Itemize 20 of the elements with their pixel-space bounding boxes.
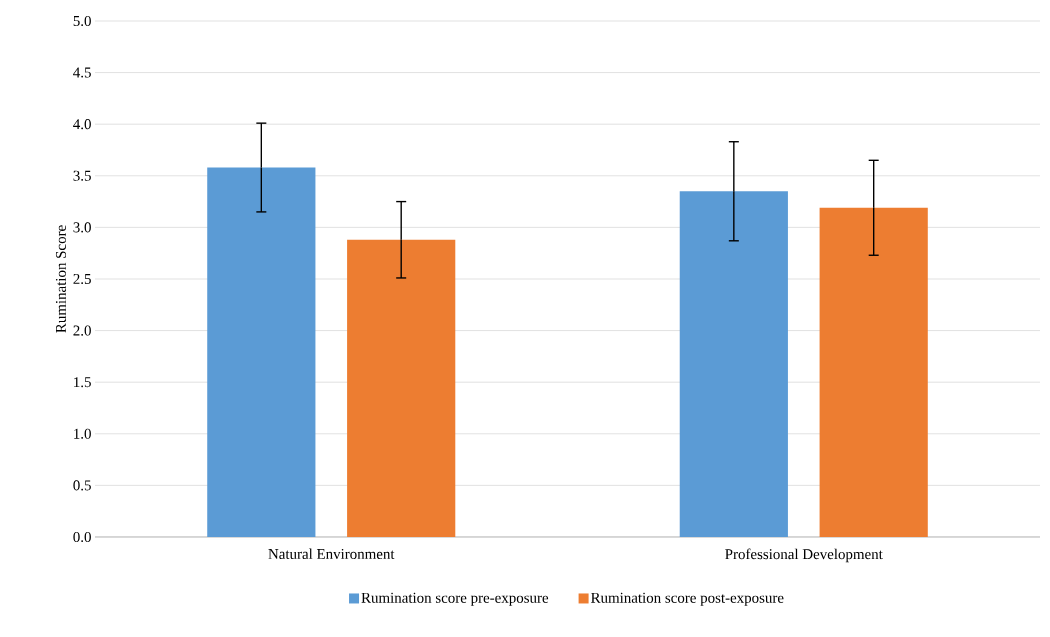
y-tick-label: 3.5 xyxy=(73,170,91,181)
x-tick-label: Natural Environment xyxy=(268,548,395,560)
y-tick-label: 2.0 xyxy=(73,325,91,336)
y-tick-label: 3.0 xyxy=(73,222,91,233)
y-tick-label: 4.0 xyxy=(73,119,91,130)
y-tick-label: 4.5 xyxy=(73,67,91,78)
bar xyxy=(679,191,788,537)
y-tick-label: 1.0 xyxy=(74,428,91,439)
x-tick-label: Professional Development xyxy=(725,548,883,563)
bar xyxy=(347,239,456,537)
bar xyxy=(819,207,928,537)
y-tick-label: 0.5 xyxy=(73,480,91,491)
legend-label: Rumination score pre-exposure xyxy=(361,592,549,606)
legend-label: Rumination score post-exposure xyxy=(591,592,784,606)
y-tick-label: 1.5 xyxy=(74,377,91,388)
y-axis-title: Rumination Score xyxy=(55,225,66,333)
bar xyxy=(207,167,316,537)
y-tick-label: 2.5 xyxy=(73,273,91,285)
y-tick-label: 5.0 xyxy=(73,15,91,27)
y-tick-label: 0.0 xyxy=(73,531,91,543)
